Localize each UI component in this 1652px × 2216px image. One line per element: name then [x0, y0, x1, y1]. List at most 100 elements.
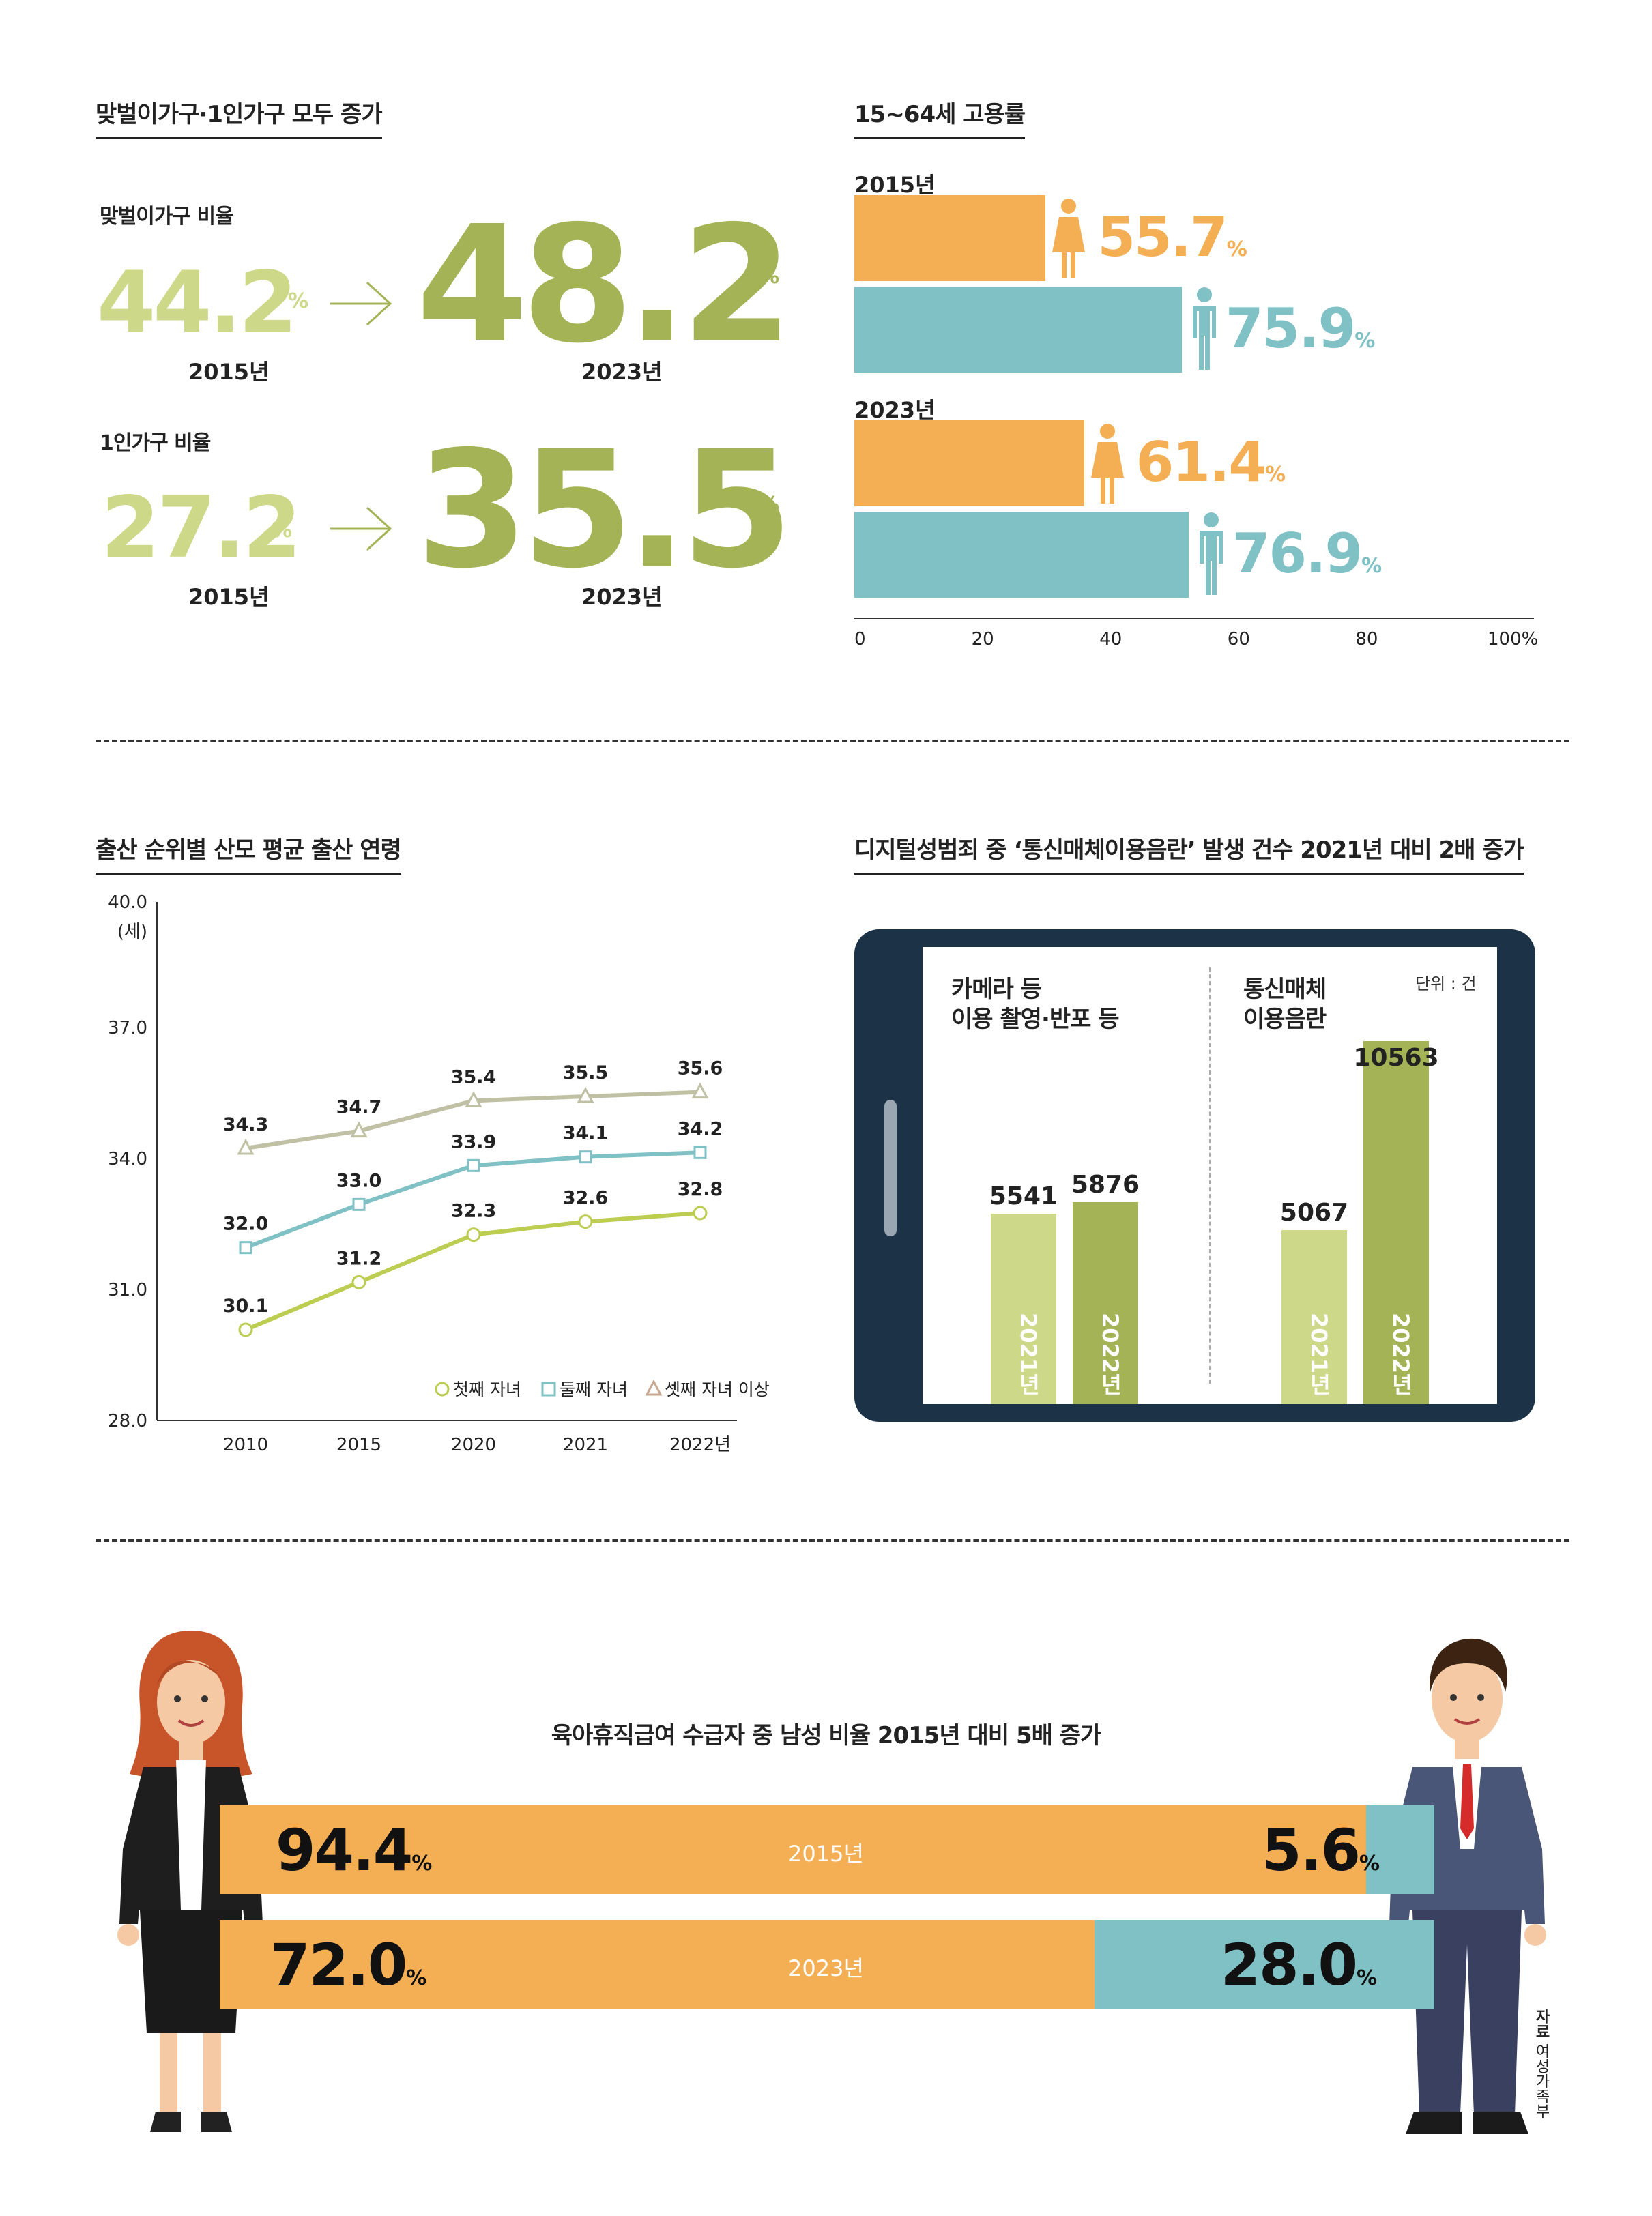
households-title: 맞벌이가구·1인가구 모두 증가 [96, 96, 383, 139]
dual-income-2023-value: 48.2 [416, 191, 793, 379]
leave-male-value: 28.0% [1221, 1936, 1377, 1994]
y-tick-label: 40.0 [108, 892, 147, 913]
crime-bar-value: 5876 [1071, 1171, 1140, 1199]
source-label: 자료 [1533, 2009, 1550, 2039]
data-label: 31.2 [336, 1248, 382, 1269]
y-tick-label: 37.0 [108, 1018, 147, 1038]
crime-unit: 단위 : 건 [1415, 974, 1477, 993]
leave-male-value: 5.6% [1262, 1822, 1380, 1879]
y-tick-label: 34.0 [108, 1149, 147, 1169]
source-value: 여성가족부 [1533, 2043, 1550, 2118]
man-figure [1388, 1638, 1546, 2134]
data-label: 35.4 [451, 1066, 497, 1088]
leave-female-bar [220, 1805, 1367, 1894]
data-label: 32.0 [223, 1214, 269, 1235]
data-label: 35.5 [563, 1062, 609, 1083]
employment-year-2015: 2015년 [854, 172, 936, 198]
data-label: 33.9 [451, 1131, 497, 1152]
legend-marker [541, 1382, 556, 1397]
crime-group2-label-2: 이용음란 [1243, 1006, 1327, 1033]
single-household-2015-value: 27.2 [101, 479, 302, 577]
employment-axis-line [854, 618, 1534, 619]
leave-male-number: 5.6 [1262, 1817, 1361, 1884]
employment-male-2023-value: 76.9% [1232, 522, 1382, 585]
leave-year-label: 2015년 [788, 1841, 864, 1867]
age-title: 출산 순위별 산모 평균 출산 연령 [96, 831, 402, 875]
y-tick-label: 28.0 [108, 1411, 147, 1431]
section-divider [96, 740, 1569, 742]
employment-axis-tick: 100% [1488, 629, 1539, 650]
x-tick-label: 2021 [563, 1435, 608, 1455]
leave-male-bar [1366, 1805, 1434, 1894]
employment-axis-tick: 0 [854, 629, 866, 650]
employment-female-2023-value: 61.4% [1135, 431, 1286, 494]
single-household-2023-unit: % [759, 493, 780, 516]
x-tick-label: 2010 [223, 1435, 268, 1455]
data-point [577, 1086, 594, 1103]
data-label: 34.1 [563, 1123, 609, 1144]
woman-icon [1090, 424, 1124, 504]
leave-year-label: 2023년 [788, 1955, 864, 1981]
woman-icon [1052, 199, 1086, 278]
leave-unit: % [411, 1852, 432, 1876]
data-label: 30.1 [223, 1296, 269, 1317]
employment-axis-tick: 40 [1099, 629, 1122, 650]
leave-female-bar [220, 1920, 1095, 2009]
man-icon [1199, 512, 1223, 595]
data-label: 34.7 [336, 1097, 382, 1118]
single-household-2023-value: 35.5 [416, 416, 793, 604]
y-axis-unit: (세) [117, 922, 147, 942]
leave-unit: % [1356, 1966, 1377, 1990]
leave-male-number: 28.0 [1220, 1931, 1358, 1998]
data-label: 33.0 [336, 1170, 382, 1191]
arrow-icon [330, 506, 392, 551]
data-point [467, 1158, 480, 1172]
crime-bar-value: 5067 [1279, 1198, 1349, 1227]
data-point [578, 1214, 593, 1229]
legend-label: 둘째 자녀 [560, 1380, 628, 1399]
crime-title: 디지털성범죄 중 ‘통신매체이용음란’ 발생 건수 2021년 대비 2배 증가 [854, 831, 1524, 875]
bar-female-2015 [854, 195, 1046, 281]
data-point [239, 1241, 252, 1255]
crime-bar-value: 5541 [989, 1182, 1058, 1210]
legend-label: 첫째 자녀 [453, 1380, 521, 1399]
employment-year-2023: 2023년 [854, 397, 936, 423]
dual-income-2023-year: 2023년 [581, 359, 663, 385]
age-line-chart: 28.0 31.0 34.0 37.0 40.0 (세) 2010 2015 2020 2021 2… [108, 892, 770, 1455]
single-household-2015-year: 2015년 [188, 584, 270, 610]
data-point [351, 1274, 366, 1289]
data-point [352, 1197, 366, 1211]
data-label: 32.8 [678, 1179, 723, 1200]
data-label: 35.6 [678, 1058, 723, 1079]
x-tick-label: 2020 [451, 1435, 496, 1455]
bar-female-2023 [854, 420, 1084, 506]
crime-bar-value: 10563 [1353, 1044, 1439, 1072]
data-point [465, 1091, 482, 1107]
crime-bar-year: 2021년 [1306, 1313, 1332, 1396]
leave-female-number: 94.4 [276, 1817, 413, 1884]
employment-male-2015-value: 75.9% [1225, 297, 1375, 360]
crime-group2-label-1: 통신매체 [1243, 976, 1327, 1003]
employment-axis-tick: 20 [971, 629, 994, 650]
legend-marker [435, 1382, 450, 1397]
data-point [693, 1206, 708, 1221]
crime-bar [991, 1213, 1056, 1404]
crime-bar [1281, 1229, 1347, 1404]
data-point [579, 1150, 592, 1164]
employment-female-2015-value: 55.7% [1097, 205, 1247, 269]
tablet-home-slot [884, 1100, 897, 1236]
section-divider [96, 1539, 1569, 1542]
single-household-label: 1인가구 비율 [100, 431, 211, 455]
data-label: 32.3 [451, 1201, 497, 1222]
data-point [691, 1082, 709, 1099]
dual-income-2015-unit: % [288, 289, 309, 313]
dual-income-label: 맞벌이가구 비율 [100, 205, 234, 229]
arrow-icon [330, 281, 392, 326]
data-label: 34.3 [223, 1114, 269, 1135]
y-tick-label: 31.0 [108, 1280, 147, 1300]
crime-bar-year: 2022년 [1388, 1313, 1414, 1396]
leave-female-value: 72.0% [270, 1936, 426, 1994]
bar-male-2015 [854, 287, 1182, 373]
crime-bar-year: 2022년 [1097, 1313, 1123, 1396]
man-icon [1192, 287, 1216, 370]
